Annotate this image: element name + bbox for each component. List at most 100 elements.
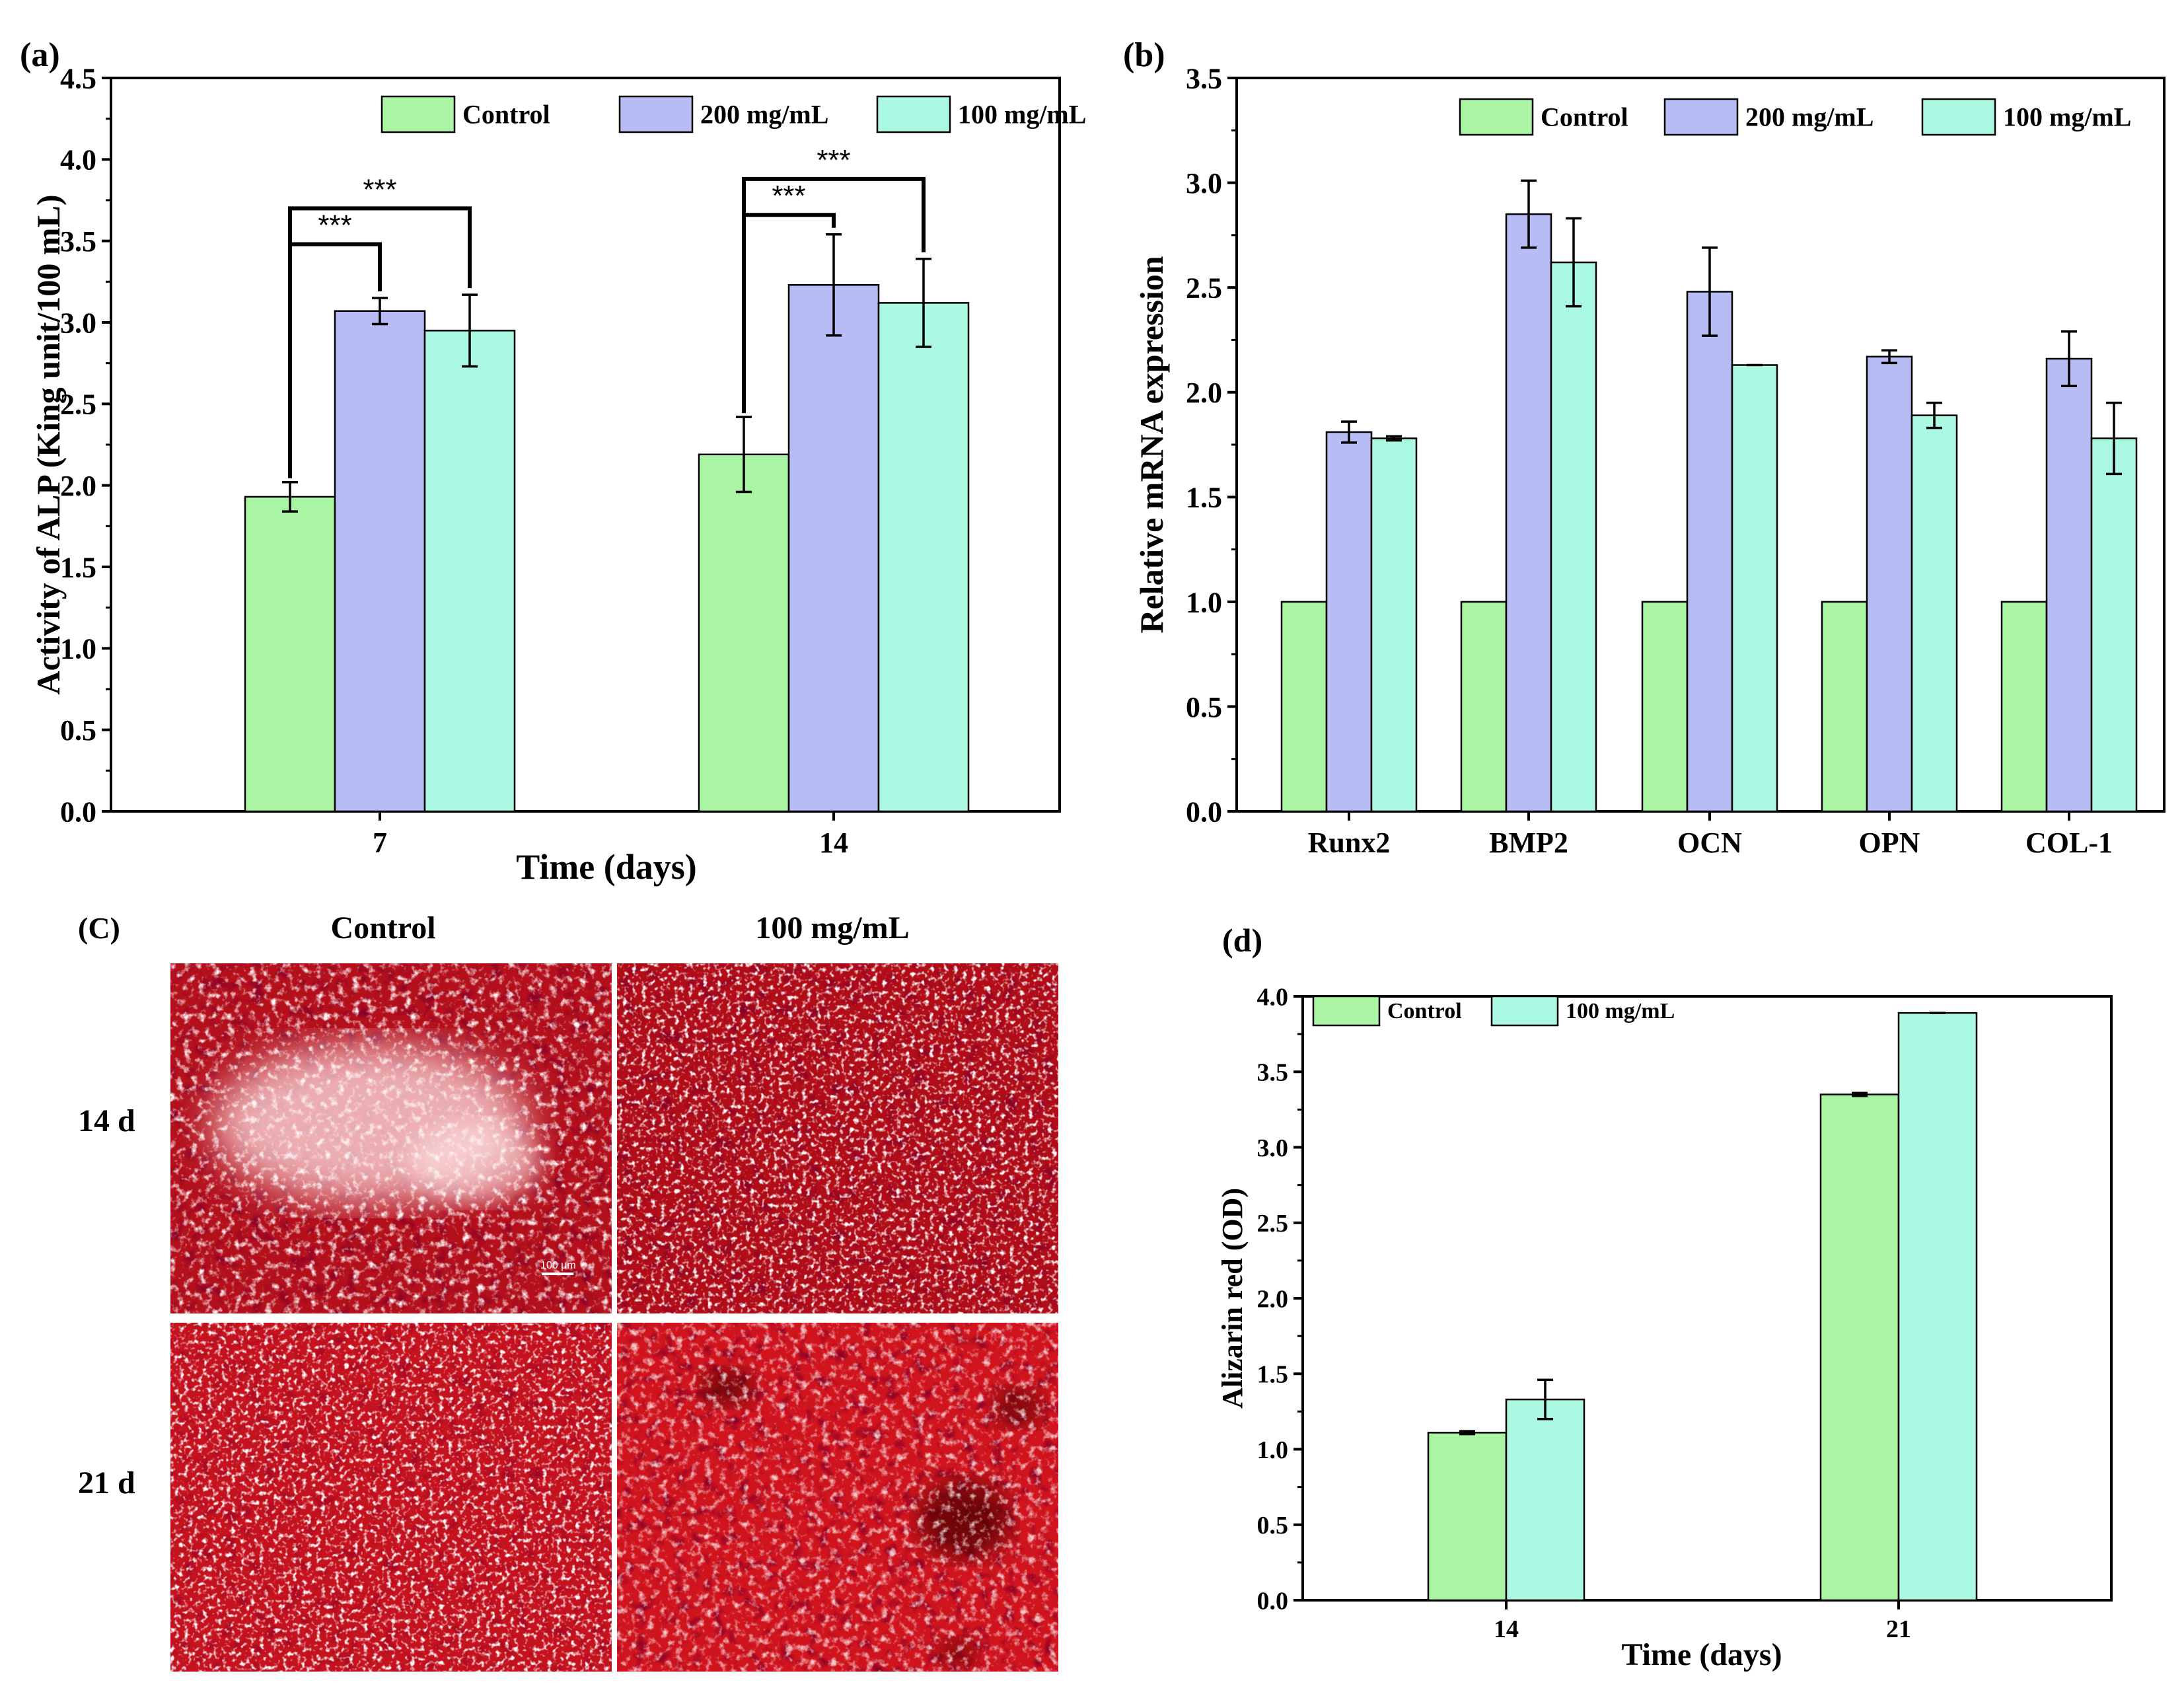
panel-label: (d) (1222, 922, 1262, 959)
panel-c-micrographs: (C) Control 100 mg/mL 14 d 21 d 100 μm (78, 910, 1058, 1672)
y-tick-label: 0.5 (60, 714, 96, 747)
y-axis-label: Alizarin red (OD) (1216, 1188, 1249, 1409)
legend-swatch (876, 95, 951, 133)
panel-label: (b) (1123, 36, 1165, 74)
x-tick-label: COL-1 (2025, 827, 2113, 859)
legend-swatch (1663, 98, 1739, 136)
panel-c-label: (C) (78, 911, 120, 945)
significance-bracket (288, 206, 472, 478)
x-tick-label: 21 (1886, 1615, 1911, 1643)
legend-label: Control (1387, 999, 1462, 1023)
bar (1821, 601, 1868, 813)
x-axis-label: Time (days) (516, 847, 697, 887)
bar (1686, 291, 1733, 813)
y-tick-label: 0.0 (1186, 795, 1222, 828)
y-tick-label: 4.0 (1257, 983, 1289, 1011)
micrograph-100-14d (617, 963, 1058, 1313)
bar (1897, 1012, 1978, 1602)
y-tick-label: 1.5 (60, 551, 96, 583)
bar (1550, 261, 1597, 813)
y-tick-label: 2.0 (1186, 377, 1222, 409)
y-tick-label: 1.0 (1257, 1436, 1289, 1464)
bar (1866, 355, 1913, 813)
significance-bracket (742, 176, 926, 414)
y-tick-label: 3.5 (1186, 62, 1222, 94)
y-tick-label: 1.5 (1186, 482, 1222, 514)
y-axis-label: Activity of ALP (King unit/100 mL) (30, 195, 67, 695)
bar (2045, 357, 2093, 813)
bar (1819, 1093, 1900, 1602)
significance-label: *** (318, 209, 351, 242)
col-label-control: Control (330, 910, 435, 945)
y-tick-label: 0.0 (60, 795, 96, 828)
legend-swatch (381, 95, 456, 133)
legend-swatch (1459, 98, 1534, 136)
bar (334, 310, 426, 813)
legend-swatch (1312, 995, 1381, 1027)
legend-swatch (1921, 98, 1996, 136)
scale-bar-label: 100 μm (540, 1260, 576, 1271)
significance-label: *** (772, 180, 805, 212)
micrograph-100-21d (617, 1323, 1058, 1672)
micrograph-control-21d (170, 1323, 612, 1672)
legend-label: 200 mg/mL (1745, 102, 1874, 132)
bar (698, 453, 790, 813)
panel-d-alizarin-chart: 0.0 0.5 1.0 1.5 2.0 2.5 3.0 3.5 4.0 Alizarin red … (1216, 922, 2113, 1672)
significance-label: *** (363, 173, 396, 205)
legend-swatch (1490, 995, 1559, 1027)
y-tick-label: 0.5 (1257, 1512, 1289, 1539)
x-axis-label: Time (days) (1621, 1637, 1782, 1672)
y-tick-label: 2.5 (1186, 272, 1222, 305)
bar (2000, 601, 2048, 813)
panel-a-alp-chart: 0.0 0.5 1.0 1.5 2.0 2.5 3.0 3.5 4.0 4.5 Activity o… (20, 36, 1086, 887)
legend-swatch (618, 95, 694, 133)
y-tick-label: 4.5 (60, 62, 96, 94)
bar (1505, 213, 1552, 813)
bar (1280, 601, 1328, 813)
legend-label: Control (1541, 102, 1628, 132)
legend-label: 100 mg/mL (958, 100, 1086, 129)
bar (1325, 431, 1373, 813)
y-tick-label: 1.0 (60, 633, 96, 665)
bar (2090, 437, 2138, 813)
bar (1370, 437, 1418, 813)
x-tick-label: 14 (819, 827, 848, 859)
y-tick-label: 2.0 (1257, 1285, 1289, 1313)
y-tick-label: 1.5 (1257, 1361, 1289, 1389)
panel-label: (a) (20, 36, 60, 74)
bar (1641, 601, 1689, 813)
bar (423, 330, 516, 813)
y-tick-label: 0.5 (1186, 691, 1222, 723)
y-tick-label: 4.0 (60, 144, 96, 176)
bar (1731, 364, 1778, 813)
legend-label: Control (462, 100, 550, 129)
legend-label: 100 mg/mL (2003, 102, 2131, 132)
panel-b-mrna-chart: 0.0 0.5 1.0 1.5 2.0 2.5 3.0 3.5 Relative mRNA ex… (1123, 36, 2166, 859)
y-tick-label: 2.5 (60, 388, 96, 421)
y-tick-label: 1.0 (1186, 586, 1222, 618)
legend-label: 100 mg/mL (1566, 999, 1675, 1023)
plot-frame (1301, 995, 2113, 1602)
col-label-100: 100 mg/mL (755, 910, 909, 945)
y-tick-label: 0.0 (1257, 1587, 1289, 1615)
y-tick-label: 3.0 (60, 307, 96, 339)
bar (1460, 601, 1508, 813)
micrograph-control-14d: 100 μm (170, 963, 612, 1313)
y-tick-label: 3.5 (60, 225, 96, 258)
row-label-21d: 21 d (78, 1465, 135, 1500)
x-tick-label: BMP2 (1489, 827, 1568, 859)
y-axis-label: Relative mRNA expression (1133, 256, 1170, 633)
bar (244, 496, 336, 813)
x-tick-label: 14 (1494, 1615, 1519, 1643)
y-tick-label: 2.0 (60, 470, 96, 502)
y-tick-label: 3.0 (1257, 1134, 1289, 1162)
bar (787, 284, 880, 813)
legend-label: 200 mg/mL (700, 100, 828, 129)
bar (1505, 1398, 1585, 1602)
x-tick-label: 7 (373, 827, 387, 859)
y-tick-label: 3.0 (1186, 167, 1222, 200)
x-tick-label: OPN (1859, 827, 1920, 859)
x-tick-label: OCN (1677, 827, 1742, 859)
bar (1911, 414, 1958, 813)
